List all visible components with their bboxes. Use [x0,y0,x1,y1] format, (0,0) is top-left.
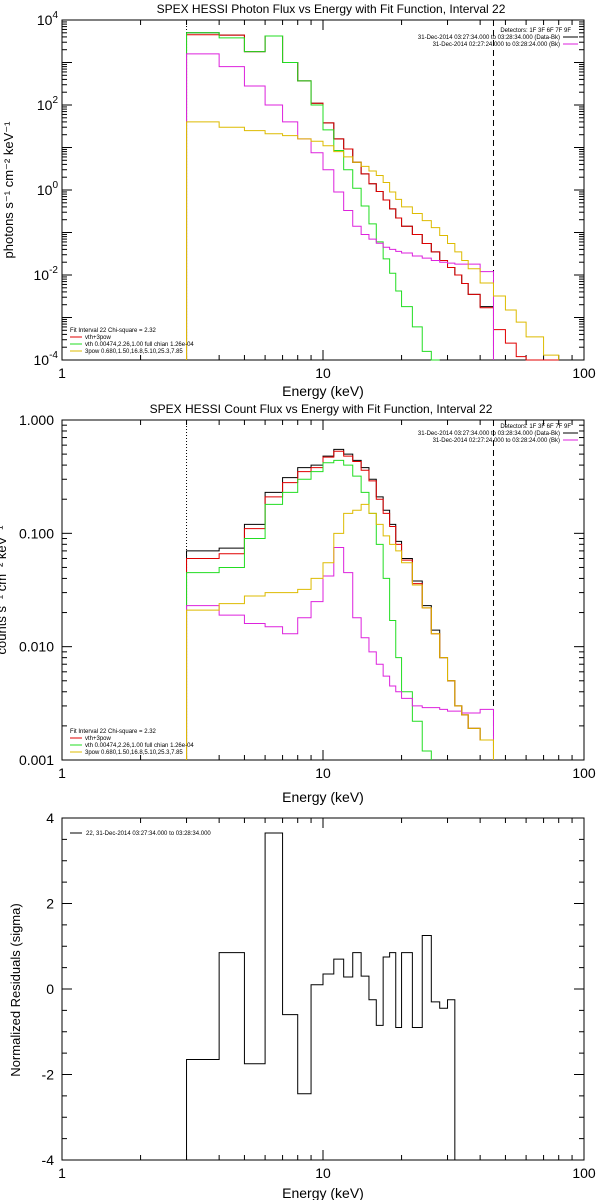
panel2-series [186,448,494,760]
panel2-title: SPEX HESSI Count Flux vs Energy with Fit… [150,402,493,416]
y-tick-label: 0.001 [19,752,54,768]
y-tick-label: 104 [37,10,59,28]
panel1-x-tick-labels: 1 10 100 [58,365,596,381]
photon-flux-panel: SPEX HESSI Photon Flux vs Energy with Fi… [1,2,596,399]
panel1-legend-green-label: vth 0.00474,2.26,1.00 full chian 1.26e-0… [85,342,194,348]
red-series-line [186,34,559,361]
panel2-y-tick-labels: 0.001 0.010 0.100 1.000 [19,412,54,768]
panel2-legend-detectors: Detectors: 1F 3F 6F 7F 9F [500,424,571,430]
yellow-series-line [186,121,560,360]
panel3-y-tick-labels: -4 -2 0 2 4 [42,810,55,1168]
panel3-x-tick-labels: 1 10 100 [58,1165,596,1181]
panel1-title: SPEX HESSI Photon Flux vs Energy with Fi… [157,2,506,16]
residuals-panel: -4 -2 0 2 4 1 10 100 Energy (keV) Normalized R… [8,810,596,1200]
y-tick-label: 100 [37,180,59,198]
x-tick-label: 1 [58,765,66,781]
black-series-line [186,832,456,1160]
panel1-series [186,32,560,361]
y-tick-label: 10-2 [34,265,59,283]
y-tick-label: 10-4 [34,350,59,368]
panel2-fit-range-lines [186,420,494,760]
y-tick-label: 2 [46,896,54,912]
panel3-series [186,832,456,1160]
count-flux-panel: SPEX HESSI Count Flux vs Energy with Fit… [0,402,596,805]
black-series-line [186,448,494,760]
magenta-series-line [186,546,494,760]
black-series-line [186,32,494,360]
red-series-line [186,450,494,760]
panel3-legend: 22, 31-Dec-2014 03:27:34.000 to 03:28:34… [70,831,211,837]
panel1-legend-red-label: vth+3pow [85,335,112,341]
panel1-x-axis-label: Energy (keV) [282,383,364,399]
panel1-y-tick-labels: 10-4 10-2 100 102 104 [34,10,59,368]
panel1-ticks [61,20,584,361]
panel3-y-axis-label: Normalized Residuals (sigma) [8,903,23,1076]
panel2-legend-yellow-label: 3pow 0.680,1.50,16.8,5.10,25.3,7.85 [85,750,183,756]
panel1-legend-detectors: Detectors: 1F 3F 6F 7F 9F [500,28,571,34]
panel3-x-axis-label: Energy (keV) [282,1185,364,1200]
magenta-series-line [186,53,494,360]
green-series-line [186,459,432,760]
x-tick-label: 10 [315,365,331,381]
panel2-ticks [61,420,584,761]
y-tick-label: 0.100 [19,525,54,541]
panel1-legend-top: Detectors: 1F 3F 6F 7F 9F 31-Dec-2014 03… [418,28,578,48]
x-tick-label: 100 [572,1165,596,1181]
panel2-x-tick-labels: 1 10 100 [58,765,596,781]
panel1-legend-fit-header: Fit Interval 22 Chi-square = 2.32 [70,328,157,334]
y-tick-label: 0 [46,981,54,997]
panel1-legend-bk-interval: 31-Dec-2014 02:27:24.000 to 03:28:24.000… [433,42,560,48]
panel1-legend-data-interval: 31-Dec-2014 03:27:34.000 to 03:28:34.000… [418,35,560,41]
panel1-legend-bottom: Fit Interval 22 Chi-square = 2.32 vth+3p… [70,328,194,355]
x-tick-label: 10 [315,765,331,781]
x-tick-label: 1 [58,1165,66,1181]
panel1-legend-yellow-label: 3pow 0.680,1.50,16.8,5.10,25.3,7.85 [85,349,183,355]
panel2-legend-top: Detectors: 1F 3F 6F 7F 9F 31-Dec-2014 03… [418,424,578,444]
panel3-legend-label: 22, 31-Dec-2014 03:27:34.000 to 03:28:34… [86,831,211,837]
x-tick-label: 100 [572,365,596,381]
panel2-legend-red-label: vth+3pow [85,736,112,742]
y-tick-label: -2 [42,1067,55,1083]
yellow-series-line [186,503,494,760]
y-tick-label: 1.000 [19,412,54,428]
x-tick-label: 1 [58,365,66,381]
y-tick-label: 102 [37,95,59,113]
panel2-legend-bk-interval: 31-Dec-2014 02:27:24.000 to 03:28:24.000… [433,438,560,444]
y-tick-label: 0.010 [19,639,54,655]
y-tick-label: 4 [46,810,54,826]
y-tick-label: -4 [42,1152,55,1168]
panel1-fit-range-lines [186,20,494,360]
green-series-line [186,32,440,361]
panel2-legend-bottom: Fit Interval 22 Chi-square = 2.32 vth+3p… [70,729,194,756]
x-tick-label: 10 [315,1165,331,1181]
panel2-x-axis-label: Energy (keV) [282,789,364,805]
panel2-legend-fit-header: Fit Interval 22 Chi-square = 2.32 [70,729,157,735]
x-tick-label: 100 [572,765,596,781]
panel2-y-axis-label: counts s⁻¹ cm⁻² keV⁻¹ [0,525,9,655]
panel1-y-axis-label: photons s⁻¹ cm⁻² keV⁻¹ [1,121,16,259]
panel3-ticks [61,817,584,1161]
panel2-legend-data-interval: 31-Dec-2014 03:27:34.000 to 03:28:34.000… [418,431,560,437]
panel3-frame [61,817,585,1161]
panel2-legend-green-label: vth 0.00474,2.26,1.00 full chian 1.26e-0… [85,743,194,749]
